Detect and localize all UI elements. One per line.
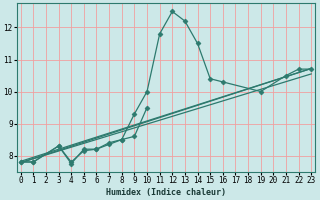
X-axis label: Humidex (Indice chaleur): Humidex (Indice chaleur)	[106, 188, 226, 197]
